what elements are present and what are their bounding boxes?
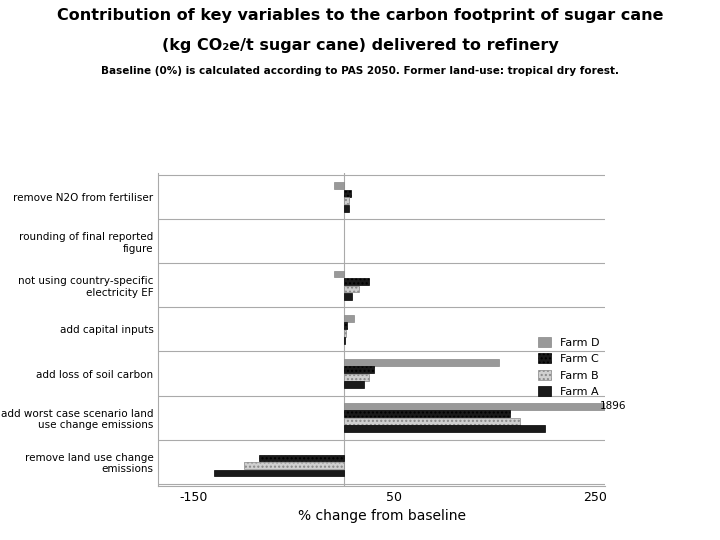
Text: Baseline (0%) is calculated according to PAS 2050. Former land-use: tropical dry: Baseline (0%) is calculated according to…: [101, 66, 619, 76]
Text: 1896: 1896: [600, 401, 626, 411]
Bar: [344, 293, 352, 300]
Text: (kg CO₂e/t sugar cane) delivered to refinery: (kg CO₂e/t sugar cane) delivered to refi…: [161, 38, 559, 53]
Bar: [344, 322, 347, 329]
Bar: [334, 271, 344, 278]
Bar: [344, 359, 500, 366]
Bar: [344, 337, 345, 344]
Bar: [344, 190, 351, 197]
Bar: [344, 330, 346, 336]
Text: Contribution of key variables to the carbon footprint of sugar cane: Contribution of key variables to the car…: [57, 8, 663, 23]
Bar: [344, 366, 374, 373]
Bar: [344, 381, 364, 388]
Bar: [243, 462, 344, 469]
Bar: [344, 418, 520, 425]
Bar: [344, 426, 544, 433]
Bar: [258, 455, 344, 462]
Bar: [334, 183, 344, 189]
Bar: [344, 403, 720, 410]
X-axis label: % change from baseline: % change from baseline: [297, 509, 466, 523]
Bar: [344, 197, 349, 204]
Bar: [344, 410, 510, 417]
Bar: [344, 286, 359, 293]
Bar: [344, 315, 354, 322]
Bar: [344, 205, 349, 212]
Bar: [214, 470, 344, 476]
Bar: [344, 374, 369, 381]
Bar: [344, 278, 369, 285]
Legend: Farm D, Farm C, Farm B, Farm A: Farm D, Farm C, Farm B, Farm A: [538, 337, 599, 397]
